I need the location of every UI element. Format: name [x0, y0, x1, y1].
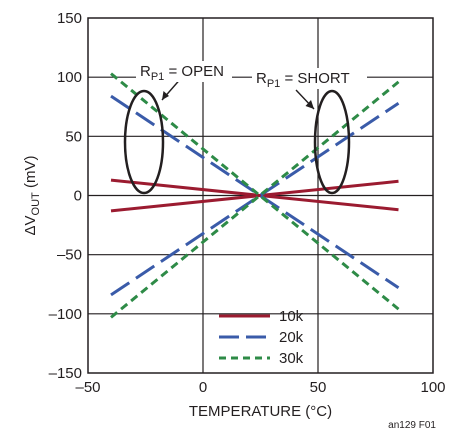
- series-line-20k: [110, 101, 400, 297]
- x-tick-label: 50: [310, 379, 327, 396]
- annotation-label-short-bg: [252, 68, 367, 89]
- legend-label-30k: 30k: [279, 350, 304, 367]
- annotation-label-open-bg: [136, 61, 232, 82]
- legend-label-10k: 10k: [279, 308, 304, 325]
- legend: 10k 20k 30k: [219, 308, 304, 367]
- tick-labels: –50 0 50 100 –150 –100 –50 0 50 100 150: [49, 10, 446, 396]
- y-tick-label: 100: [57, 69, 82, 86]
- y-tick-label: 50: [65, 128, 82, 145]
- annotation-ellipse-open: [123, 89, 165, 195]
- y-tick-label: 0: [74, 188, 82, 205]
- series-line-20k: [110, 94, 400, 290]
- plot-frame: [87, 17, 434, 374]
- figure-id: an129 F01: [388, 420, 436, 431]
- x-axis-title: TEMPERATURE (°C): [189, 403, 332, 420]
- y-tick-label: –50: [57, 247, 82, 264]
- series-line-30k: [110, 80, 400, 319]
- series-line-30k: [110, 72, 400, 311]
- annotation-label-open: RP1 = OPEN: [140, 63, 224, 83]
- annotation-label-short: RP1 = SHORT: [256, 70, 350, 90]
- y-axis-title: ΔVOUT (mV): [22, 156, 42, 236]
- y-tick-label: –100: [49, 306, 82, 323]
- annotation-ellipse-short: [313, 89, 351, 195]
- legend-label-20k: 20k: [279, 329, 304, 346]
- annotation-arrowhead-short: [305, 100, 314, 109]
- x-tick-label: –50: [75, 379, 100, 396]
- annotation-arrowhead-open: [162, 91, 169, 100]
- series-layer: [110, 72, 400, 319]
- y-tick-label: –150: [49, 365, 82, 382]
- annotation-layer: RP1 = OPEN RP1 = SHORT: [123, 61, 367, 195]
- y-tick-label: 150: [57, 10, 82, 27]
- series-line-10k: [110, 179, 399, 213]
- x-tick-label: 0: [199, 379, 207, 396]
- x-tick-label: 100: [420, 379, 445, 396]
